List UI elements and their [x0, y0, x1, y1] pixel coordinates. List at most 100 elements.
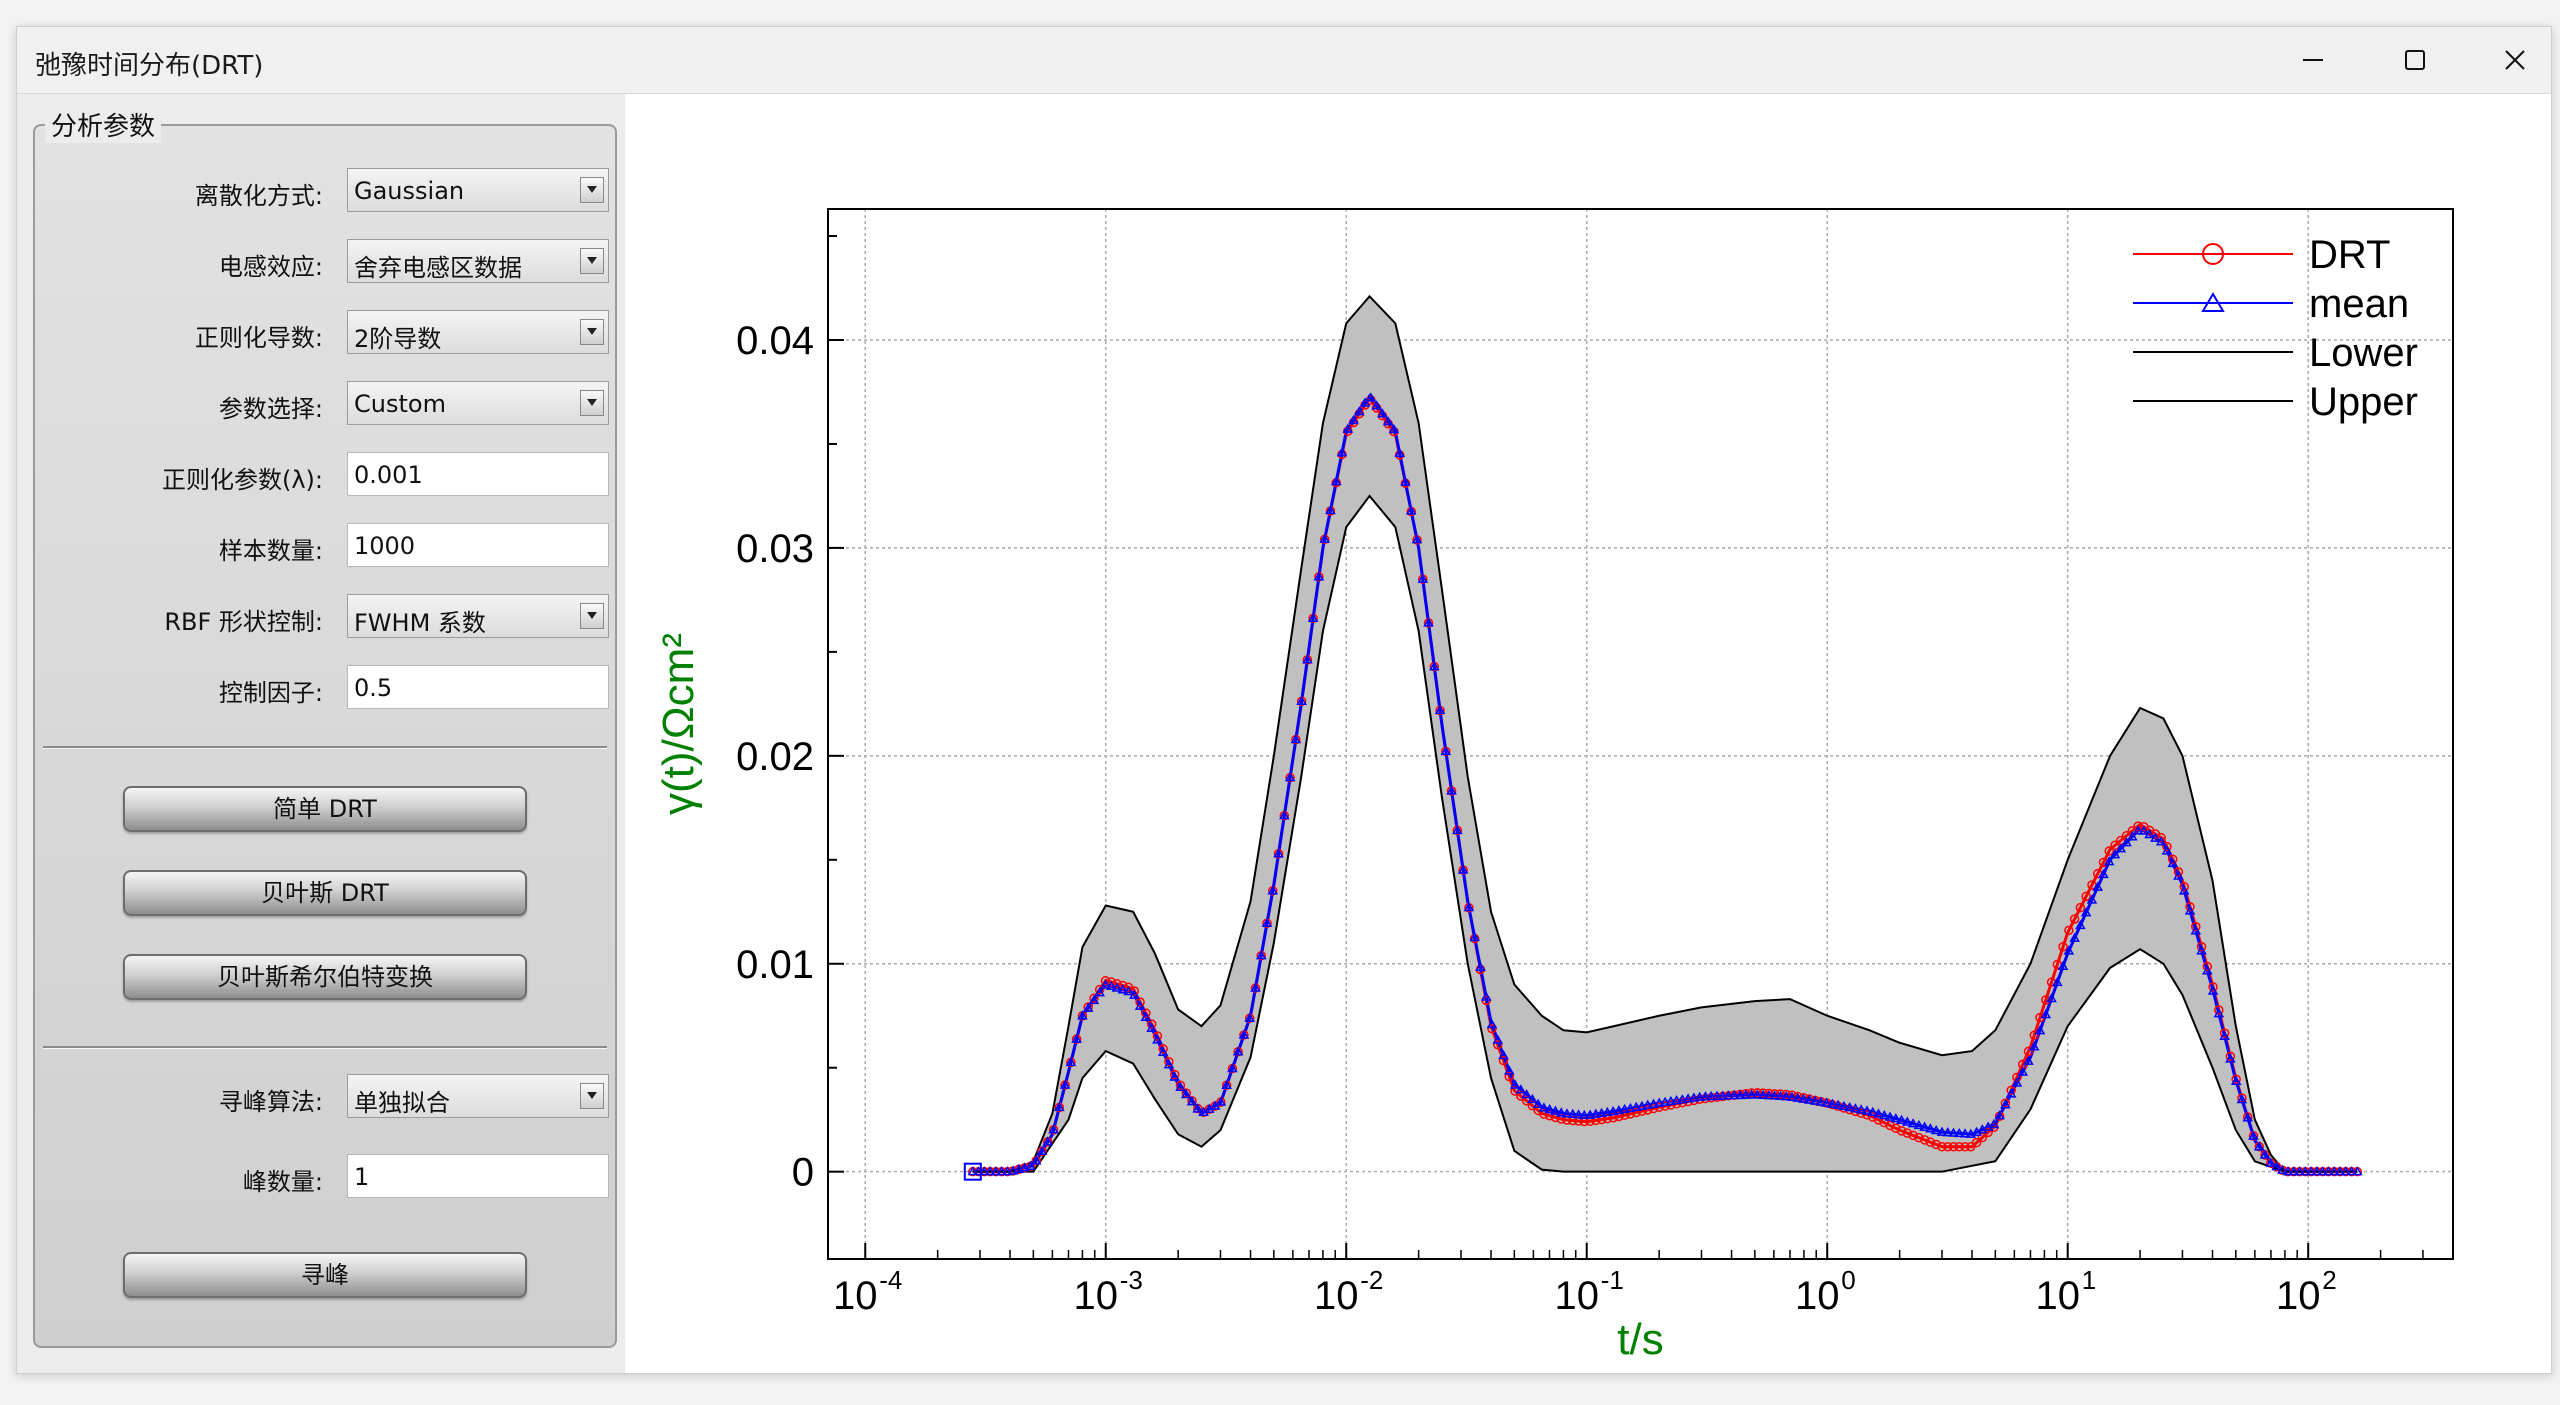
drt-point: [1544, 1110, 1555, 1121]
title-bar[interactable]: 弛豫时间分布(DRT): [17, 27, 2551, 94]
mean-point: [984, 1166, 996, 1176]
param-dropdown[interactable]: Custom: [347, 381, 609, 425]
mean-point: [1140, 1011, 1152, 1021]
mean-point: [2103, 856, 2115, 866]
param-row: 离散化方式: Gaussian: [35, 166, 615, 214]
mean-point: [2340, 1166, 2352, 1176]
mean-point: [1255, 950, 1267, 960]
mean-point: [1728, 1090, 1740, 1100]
param-input[interactable]: 1: [347, 1154, 609, 1198]
mean-point: [2075, 919, 2086, 930]
mean-point: [1077, 1010, 1088, 1020]
drt-point: [1625, 1109, 1636, 1119]
param-input[interactable]: 1000: [347, 523, 609, 567]
mean-point: [1769, 1090, 1780, 1100]
maximize-button[interactable]: [2367, 27, 2463, 93]
minimize-button[interactable]: [2265, 27, 2361, 93]
drt-point: [2231, 1074, 2241, 1084]
mean-point: [1688, 1092, 1700, 1102]
x-tick-label: 10: [2276, 1274, 2321, 1318]
drt-point: [1954, 1141, 1965, 1152]
param-value: 单独拟合: [354, 1089, 450, 1117]
mean-point: [2230, 1075, 2242, 1086]
drt-point: [2081, 891, 2091, 902]
dropdown-arrow-icon[interactable]: [580, 248, 604, 274]
y-tick-label: 0.02: [736, 735, 814, 779]
param-value: 舍弃电感区数据: [354, 254, 522, 282]
dropdown-arrow-icon[interactable]: [580, 603, 604, 629]
mean-point: [1884, 1111, 1896, 1121]
drt-point: [1914, 1132, 1924, 1143]
drt-point: [1960, 1141, 1970, 1152]
x-tick-exponent: 1: [2082, 1265, 2096, 1295]
drt-point: [1550, 1112, 1561, 1123]
mean-point: [1082, 1002, 1094, 1012]
x-tick-label: 10: [2035, 1274, 2080, 1318]
close-button[interactable]: [2467, 27, 2560, 93]
plot-area[interactable]: 0 0.01 0.02 0.03 0.04 10 -4 10 -3 10 -2 10 -1 10 0 10 1 1…: [625, 94, 2551, 1373]
param-dropdown[interactable]: FWHM 系数: [347, 594, 609, 638]
mean-point: [1088, 994, 1100, 1005]
param-input[interactable]: 0.001: [347, 452, 609, 496]
mean-point: [1354, 406, 1365, 416]
mean-point: [1152, 1034, 1163, 1044]
mean-point: [2167, 857, 2178, 868]
drt-point: [1516, 1091, 1526, 1101]
dropdown-arrow-icon[interactable]: [580, 319, 604, 345]
mean-point: [1498, 1049, 1509, 1060]
bayesian-drt-button[interactable]: 贝叶斯 DRT: [123, 870, 527, 916]
dropdown-arrow-icon[interactable]: [580, 177, 604, 203]
mean-point: [2323, 1166, 2334, 1176]
drt-point: [1937, 1141, 1947, 1152]
mean-point: [1815, 1096, 1827, 1106]
drt-point: [2023, 1046, 2034, 1057]
param-dropdown[interactable]: 舍弃电感区数据: [347, 239, 609, 283]
mean-point: [1423, 617, 1434, 627]
x-tick-label: 10: [1554, 1274, 1599, 1318]
mean-point: [1250, 982, 1261, 992]
mean-point: [2207, 985, 2219, 995]
mean-point: [1232, 1046, 1244, 1056]
minimize-icon: [2303, 59, 2323, 61]
mean-point: [1261, 917, 1273, 927]
mean-point: [2092, 881, 2103, 891]
param-label: 正则化参数(λ):: [161, 466, 323, 494]
simple-drt-button[interactable]: 简单 DRT: [123, 786, 527, 832]
mean-point: [1515, 1084, 1527, 1094]
param-value: 1: [354, 1163, 370, 1191]
find-peaks-button[interactable]: 寻峰: [123, 1252, 527, 1298]
plot-frame: [827, 208, 2454, 1260]
mean-point: [2150, 832, 2161, 842]
drt-point: [2179, 881, 2189, 892]
mean-point: [2242, 1112, 2253, 1122]
bayesian-hilbert-button[interactable]: 贝叶斯希尔伯特变换: [123, 954, 527, 1000]
dropdown-arrow-icon[interactable]: [580, 1083, 604, 1109]
mean-point: [1238, 1029, 1250, 1039]
param-input[interactable]: 0.5: [347, 665, 609, 709]
drt-point: [1591, 1115, 1601, 1126]
param-value: Custom: [354, 390, 446, 418]
mean-point: [2271, 1161, 2282, 1171]
param-dropdown[interactable]: 单独拟合: [347, 1074, 609, 1118]
legend-label: DRT: [2309, 233, 2390, 277]
mean-point: [2086, 894, 2098, 904]
mean-point: [1048, 1124, 1059, 1134]
y-axis-title: γ(t)/Ωcm²: [654, 633, 703, 815]
mean-point: [1117, 984, 1129, 994]
drt-point: [2058, 942, 2068, 952]
mean-point: [1752, 1089, 1763, 1099]
mean-point: [1527, 1093, 1538, 1104]
mean-point: [2219, 1030, 2230, 1040]
dropdown-arrow-icon[interactable]: [580, 390, 604, 416]
mean-point: [990, 1166, 1002, 1176]
param-dropdown[interactable]: Gaussian: [347, 168, 609, 212]
mean-point: [1850, 1103, 1861, 1113]
param-dropdown[interactable]: 2阶导数: [347, 310, 609, 354]
mean-point: [2277, 1164, 2288, 1174]
mean-point: [1123, 985, 1134, 996]
analysis-params-group: 离散化方式: Gaussian 电感效应: 舍弃电感区数据 正则化导数: 2阶导数 参数选择…: [33, 124, 617, 1348]
drt-point: [1585, 1116, 1595, 1127]
mean-point: [1827, 1098, 1838, 1108]
drt-point: [1100, 976, 1111, 986]
